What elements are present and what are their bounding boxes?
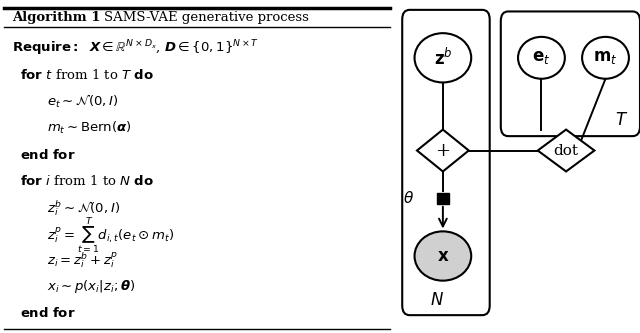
Text: $\theta$: $\theta$	[403, 190, 414, 206]
Text: $\mathbf{e}_t$: $\mathbf{e}_t$	[532, 49, 550, 66]
Text: $\mathbf{for\ }$$i$ from 1 to $N$ $\mathbf{do}$: $\mathbf{for\ }$$i$ from 1 to $N$ $\math…	[20, 174, 154, 188]
Text: $e_t \sim \mathcal{N}(0, I)$: $e_t \sim \mathcal{N}(0, I)$	[47, 93, 118, 110]
Ellipse shape	[415, 33, 471, 83]
Text: SAMS-VAE generative process: SAMS-VAE generative process	[104, 11, 309, 24]
Text: $\mathbf{x}$: $\mathbf{x}$	[436, 247, 449, 264]
Ellipse shape	[518, 37, 565, 79]
Text: $N$: $N$	[429, 292, 444, 309]
Text: $\mathbf{end\ for}$: $\mathbf{end\ for}$	[20, 148, 76, 162]
Text: $\mathbf{Require:}$  $\boldsymbol{X} \in \mathbb{R}^{N\times D_x}$, $\boldsymbol: $\mathbf{Require:}$ $\boldsymbol{X} \in …	[12, 39, 259, 58]
Text: $\mathbf{z}^b$: $\mathbf{z}^b$	[433, 47, 452, 68]
Text: $\mathbf{m}_t$: $\mathbf{m}_t$	[593, 49, 618, 66]
Text: $\mathbf{for\ }$$t$ from 1 to $T$ $\mathbf{do}$: $\mathbf{for\ }$$t$ from 1 to $T$ $\math…	[20, 68, 154, 82]
Text: dot: dot	[554, 144, 579, 158]
Text: $z_i = z_i^b + z_i^p$: $z_i = z_i^b + z_i^p$	[47, 250, 118, 270]
Text: $T$: $T$	[615, 112, 628, 129]
Polygon shape	[538, 130, 595, 171]
Text: +: +	[435, 142, 451, 160]
Ellipse shape	[415, 231, 471, 281]
Ellipse shape	[582, 37, 629, 79]
Text: $z_i^p = \sum_{t=1}^{T} d_{i,t}(e_t \odot m_t)$: $z_i^p = \sum_{t=1}^{T} d_{i,t}(e_t \odo…	[47, 215, 175, 255]
Polygon shape	[417, 130, 468, 171]
Text: $\mathbf{end\ for}$: $\mathbf{end\ for}$	[20, 306, 76, 320]
Text: Algorithm 1: Algorithm 1	[12, 11, 100, 24]
Text: $z_i^b \sim \mathcal{N}(0, I)$: $z_i^b \sim \mathcal{N}(0, I)$	[47, 198, 120, 218]
Text: $x_i \sim p(x_i|z_i; \boldsymbol{\theta})$: $x_i \sim p(x_i|z_i; \boldsymbol{\theta}…	[47, 278, 136, 295]
Polygon shape	[436, 193, 449, 204]
Text: $m_t \sim \mathrm{Bern}(\boldsymbol{\alpha})$: $m_t \sim \mathrm{Bern}(\boldsymbol{\alp…	[47, 120, 132, 136]
